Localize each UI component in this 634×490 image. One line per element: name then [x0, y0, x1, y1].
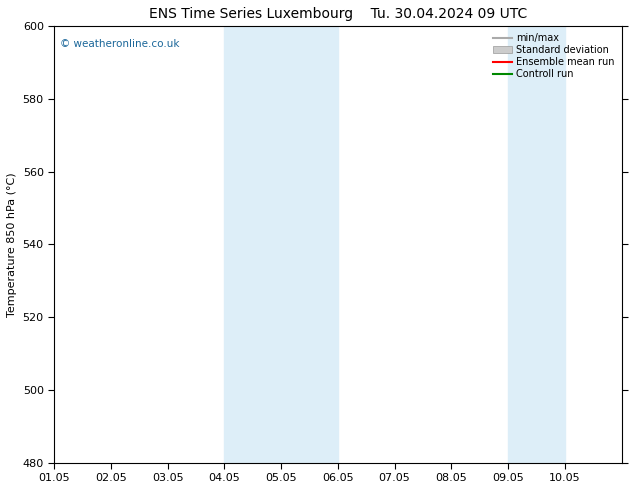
Bar	[224, 26, 281, 463]
Title: ENS Time Series Luxembourg    Tu. 30.04.2024 09 UTC: ENS Time Series Luxembourg Tu. 30.04.202…	[149, 7, 527, 21]
Bar	[508, 26, 565, 463]
Bar	[281, 26, 338, 463]
Text: © weatheronline.co.uk: © weatheronline.co.uk	[60, 39, 179, 49]
Y-axis label: Temperature 850 hPa (°C): Temperature 850 hPa (°C)	[7, 172, 17, 317]
Legend: min/max, Standard deviation, Ensemble mean run, Controll run: min/max, Standard deviation, Ensemble me…	[491, 31, 617, 81]
